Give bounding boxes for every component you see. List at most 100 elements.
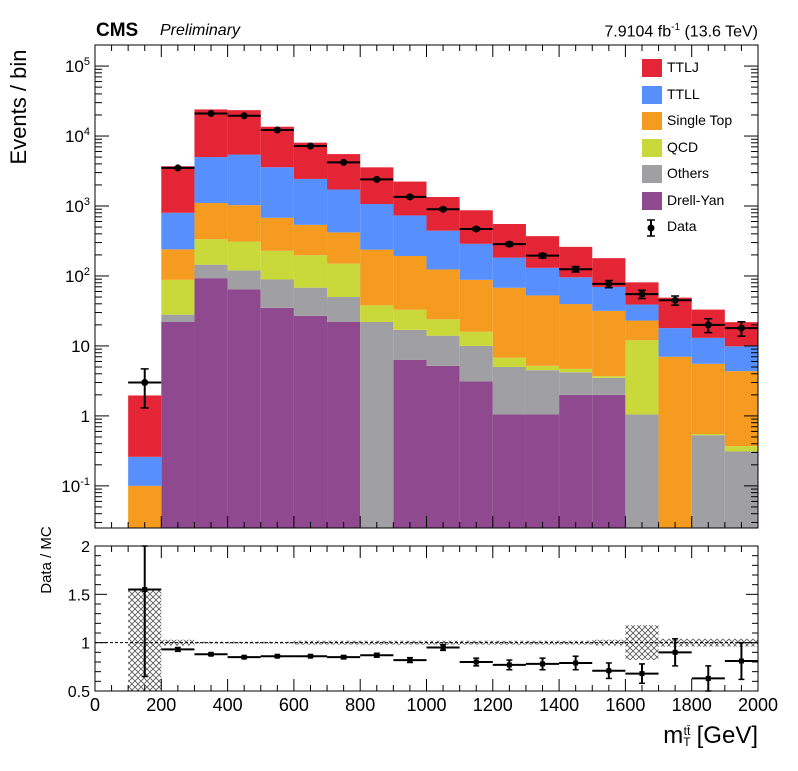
- bar-others: [194, 264, 228, 279]
- data-point-marker: [539, 252, 547, 260]
- data-point-marker: [505, 240, 513, 248]
- legend-label: TTLJ: [667, 59, 699, 75]
- data-point: [492, 240, 526, 248]
- x-tick-label: 200: [146, 695, 176, 715]
- x-axis-symbol: m: [663, 722, 684, 749]
- x-tick-label: 600: [279, 695, 309, 715]
- x-tick-label: 0: [90, 695, 100, 715]
- bar-ttll: [194, 157, 228, 203]
- bar-qcd: [525, 365, 560, 371]
- ratio-point-marker: [307, 653, 313, 659]
- mc-uncertainty-band: [492, 640, 526, 645]
- bar-ttlj: [525, 236, 560, 268]
- y-tick-label: 104: [65, 126, 90, 146]
- x-tick-label: 1600: [605, 695, 645, 715]
- mc-uncertainty-band: [227, 641, 261, 644]
- bar-qcd: [293, 255, 328, 288]
- lumi-label: 7.9104 fb-1 (13.6 TeV): [604, 22, 758, 41]
- energy-label: (13.6 TeV): [680, 23, 758, 41]
- x-tick-label: 1800: [672, 695, 712, 715]
- bar-single-top: [625, 320, 659, 341]
- data-point-marker: [638, 290, 646, 298]
- x-axis-subscript: T: [683, 734, 691, 749]
- bar-qcd: [724, 446, 758, 452]
- ratio-point-marker: [473, 659, 479, 665]
- legend-swatch: [642, 165, 662, 183]
- ratio-y-tick-label: 1: [81, 636, 90, 653]
- legend-label: Data: [667, 218, 697, 234]
- bar-others: [525, 370, 560, 415]
- bar-others: [327, 297, 361, 322]
- ratio-point: [592, 662, 626, 680]
- legend-item-ttll: TTLL: [640, 85, 780, 107]
- bar-ttlj: [194, 109, 228, 158]
- y-tick-label: 10: [71, 337, 90, 356]
- bar-ttll: [128, 456, 162, 486]
- data-point-marker: [737, 324, 745, 332]
- ratio-y-tick-label: 2: [81, 539, 90, 556]
- legend-swatch: [642, 191, 662, 210]
- bar-drell-yan: [194, 278, 228, 528]
- y-axis-title: Events / bin: [6, 49, 31, 165]
- ratio-point: [360, 652, 394, 658]
- ratio-point-marker: [506, 662, 512, 668]
- mc-uncertainty-band: [691, 638, 725, 647]
- legend-label: QCD: [667, 138, 699, 155]
- data-point-marker: [174, 164, 182, 172]
- experiment-label: CMS: [96, 20, 139, 41]
- top-panel: 10-1 1 10 102 103 104 105: [61, 44, 759, 529]
- bar-ttll: [625, 304, 659, 321]
- bar-others: [293, 287, 328, 316]
- bar-single-top: [227, 205, 261, 242]
- legend-item-qcd: QCD: [640, 138, 780, 160]
- legend-swatch: [642, 138, 662, 157]
- ratio-y-tick-label: 1.5: [68, 587, 90, 604]
- bar-single-top: [293, 224, 328, 256]
- legend-item-data: Data: [640, 217, 780, 239]
- bar-single-top: [327, 232, 361, 264]
- bar-single-top: [260, 217, 294, 251]
- bar-qcd: [691, 434, 725, 436]
- bar-qcd: [559, 368, 593, 373]
- bar-ttll: [691, 337, 725, 364]
- bar-others: [227, 270, 261, 290]
- bar-single-top: [559, 304, 593, 369]
- bar-ttll: [426, 230, 460, 270]
- x-tick-label: 1400: [539, 695, 579, 715]
- bar-drell-yan: [327, 321, 361, 528]
- bar-others: [426, 335, 460, 366]
- data-point: [327, 158, 361, 166]
- bar-drell-yan: [559, 394, 593, 528]
- data-point: [658, 295, 692, 306]
- x-tick-label: 2000: [738, 695, 778, 715]
- legend-swatch: [642, 85, 662, 104]
- ratio-point-marker: [440, 645, 446, 650]
- bar-qcd: [459, 331, 493, 346]
- bar-ttll: [393, 215, 427, 256]
- y-tick-label: 103: [65, 196, 90, 216]
- ratio-point: [194, 651, 228, 657]
- data-point: [691, 317, 725, 334]
- legend-swatch: [642, 59, 662, 77]
- bar-others: [360, 321, 394, 528]
- y-tick-label: 1: [81, 407, 90, 426]
- data-point: [592, 279, 626, 289]
- ratio-point: [161, 646, 195, 653]
- bar-single-top: [724, 371, 758, 447]
- ratio-point-marker: [142, 587, 148, 592]
- ratio-point-marker: [407, 657, 413, 663]
- ratio-point-marker: [341, 654, 347, 660]
- data-point-marker: [406, 193, 414, 201]
- data-point: [459, 225, 493, 233]
- bar-ttll: [592, 286, 626, 311]
- ratio-point: [393, 656, 427, 664]
- data-point: [227, 112, 261, 120]
- ratio-point-marker: [705, 675, 711, 681]
- bar-qcd: [260, 250, 294, 280]
- legend-item-drell-yan: Drell-Yan: [640, 191, 780, 213]
- bar-qcd: [393, 309, 427, 330]
- ratio-point-marker: [639, 671, 645, 677]
- mc-uncertainty-band: [426, 640, 460, 645]
- bar-single-top: [525, 295, 560, 366]
- legend-item-single-top: Single Top: [640, 111, 780, 133]
